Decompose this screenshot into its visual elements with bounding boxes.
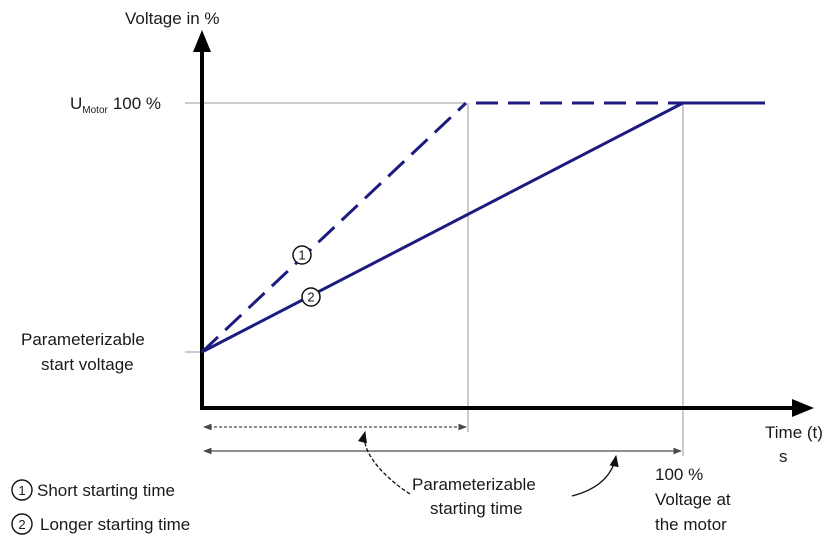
curve-2-marker: 2 <box>301 287 321 307</box>
curve-long-ramp <box>201 101 684 354</box>
svg-text:1: 1 <box>298 248 305 263</box>
full-voltage-label-line3: the motor <box>655 515 727 534</box>
starting-time-label-line2: starting time <box>430 499 523 518</box>
curve-short-ramp <box>200 101 468 354</box>
x-axis-label: Time (t) <box>765 423 823 442</box>
legend-item-1: 1 Short starting time <box>11 479 175 501</box>
svg-text:2: 2 <box>307 290 314 305</box>
y-axis-arrowhead <box>193 30 211 52</box>
umotor-label: UMotor 100 % <box>70 94 161 116</box>
full-voltage-label-line1: 100 % <box>655 465 703 484</box>
full-voltage-label-line2: Voltage at <box>655 490 731 509</box>
svg-text:Longer starting time: Longer starting time <box>40 515 190 534</box>
start-voltage-label-line2: start voltage <box>41 355 134 374</box>
legend-item-2: 2 Longer starting time <box>11 513 190 535</box>
svg-text:Short starting time: Short starting time <box>37 481 175 500</box>
y-axis-label: Voltage in % <box>125 9 220 28</box>
svg-text:1: 1 <box>18 483 25 498</box>
x-axis-arrowhead <box>792 399 814 417</box>
pointer-arrow-long-time <box>571 454 619 497</box>
starting-time-label-line1: Parameterizable <box>412 475 536 494</box>
pointer-arrow-short-time <box>357 430 411 495</box>
x-axis-unit: s <box>779 447 788 466</box>
svg-text:2: 2 <box>18 517 25 532</box>
start-voltage-label-line1: Parameterizable <box>21 330 145 349</box>
curve-1-marker: 1 <box>292 245 312 265</box>
